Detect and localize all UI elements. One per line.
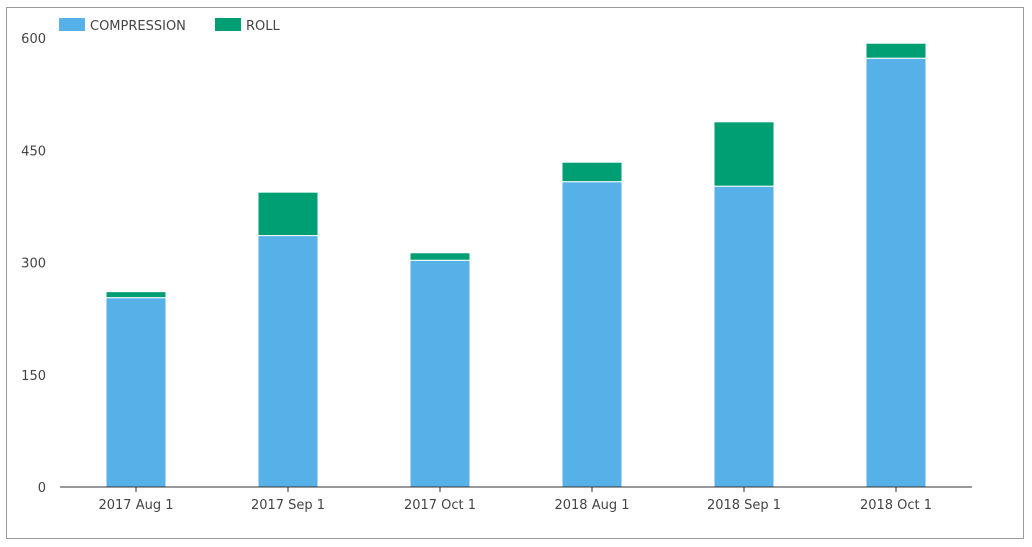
x-axis: 2017 Aug 1 2017 Sep 1 2017 Oct 1 2018 Aug 1… <box>60 486 972 513</box>
bar-compression-4 <box>713 185 775 488</box>
y-axis: 0 150 300 450 600 <box>21 32 46 496</box>
bar-roll-4 <box>713 121 775 187</box>
bar-compression-5 <box>865 57 927 488</box>
legend-swatch-roll <box>215 18 241 31</box>
bar-roll-2 <box>409 252 471 261</box>
x-tick-label-5: 2018 Oct 1 <box>860 498 932 513</box>
bar-compression-1 <box>257 235 319 488</box>
bar-compression-3 <box>561 181 623 488</box>
y-tick-label-300: 300 <box>21 257 46 272</box>
bar-roll-5 <box>865 42 927 59</box>
x-tick-label-3: 2018 Aug 1 <box>554 498 629 513</box>
y-tick-label-600: 600 <box>21 32 46 47</box>
bar-compression-0 <box>105 297 167 488</box>
bar-roll-0 <box>105 291 167 299</box>
legend-label-roll: ROLL <box>246 19 281 34</box>
y-tick-label-450: 450 <box>21 144 46 159</box>
chart-frame <box>6 7 1024 539</box>
y-tick-label-150: 150 <box>21 369 46 384</box>
bar-roll-1 <box>257 191 319 237</box>
legend-swatch-compression <box>59 18 85 31</box>
y-tick-label-0: 0 <box>38 481 46 496</box>
x-tick-label-4: 2018 Sep 1 <box>707 498 781 513</box>
x-tick-label-0: 2017 Aug 1 <box>98 498 173 513</box>
legend: COMPRESSION ROLL <box>59 18 281 34</box>
bar-compression-2 <box>409 259 471 488</box>
legend-label-compression: COMPRESSION <box>90 19 186 34</box>
x-tick-label-2: 2017 Oct 1 <box>404 498 476 513</box>
bars <box>105 42 927 488</box>
bar-roll-3 <box>561 161 623 183</box>
x-tick-label-1: 2017 Sep 1 <box>251 498 325 513</box>
